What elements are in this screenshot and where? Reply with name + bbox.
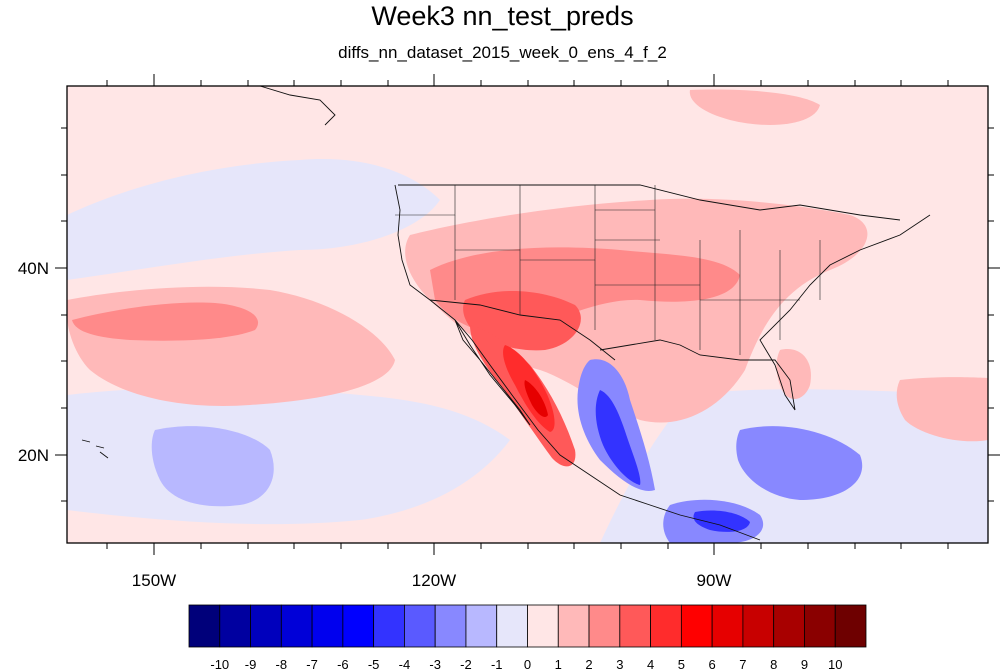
colorbar-swatch: [680, 604, 713, 648]
axis-layer: 150W 120W 90W 40N 20N: [18, 74, 1000, 590]
colorbar-label: 2: [585, 657, 592, 672]
colorbar-label: 8: [770, 657, 777, 672]
colorbar-swatch: [804, 604, 836, 648]
x-tick-label: 150W: [132, 571, 176, 590]
colorbar-label: -10: [210, 657, 229, 672]
x-tick-label: 90W: [697, 571, 732, 590]
colorbar-swatch: [434, 604, 467, 648]
colorbar-label: -8: [276, 657, 288, 672]
colorbar-swatch: [373, 604, 405, 648]
anomaly-region-blue-centralamerica-core: [693, 510, 750, 532]
colorbar-label: 3: [616, 657, 623, 672]
map-fill-layer: [67, 86, 988, 543]
colorbar-swatch: [711, 604, 744, 648]
y-tick-label: 20N: [18, 446, 49, 465]
anomaly-region-pink-northeast: [689, 89, 820, 125]
colorbar-swatch: [557, 604, 590, 648]
colorbar-swatch: [188, 604, 221, 648]
colorbar-label: -9: [245, 657, 257, 672]
anomaly-region-pink-atlantic: [896, 377, 988, 442]
coastlines: [81, 86, 931, 541]
colorbar-label: -3: [429, 657, 441, 672]
colorbar-swatch: [280, 604, 313, 648]
colorbar-swatch: [404, 604, 436, 648]
colorbar-label: 4: [647, 657, 654, 672]
colorbar-label: -5: [368, 657, 380, 672]
us-canada-border: [398, 184, 901, 221]
us-mexico-border: [429, 299, 616, 361]
colorbar-swatch: [773, 604, 805, 648]
baja-peninsula: [454, 319, 531, 426]
colorbar-label: 1: [555, 657, 562, 672]
colorbar-label: 7: [739, 657, 746, 672]
colorbar-swatch: [342, 604, 375, 648]
anomaly-region-blue-mexico-core: [595, 390, 641, 485]
north-america-coastline: [394, 184, 761, 541]
colorbar-label: 0: [524, 657, 531, 672]
colorbar-swatch: [588, 604, 621, 648]
state-borders: [395, 185, 821, 355]
x-tick-label: 120W: [412, 571, 456, 590]
gulf-coastline: [599, 214, 931, 411]
colorbar-label: 10: [828, 657, 842, 672]
colorbar-swatch: [250, 604, 282, 648]
anomaly-region-blue-caribbean: [736, 426, 863, 500]
colorbar-label: -2: [460, 657, 472, 672]
chart-title: Week3 nn_test_preds: [371, 1, 634, 31]
colorbar-label: 6: [709, 657, 716, 672]
colorbar: -10 -9 -8 -7 -6 -5 -4 -3 -2 -1 0 1 2 3 4 5 6 7 8 9 10: [188, 604, 867, 672]
colorbar-label: 5: [678, 657, 685, 672]
colorbar-swatch: [311, 604, 344, 648]
anomaly-region-salmon-pacific: [72, 302, 259, 341]
colorbar-label: -4: [399, 657, 411, 672]
colorbar-swatch: [219, 604, 251, 648]
colorbar-swatch: [496, 604, 528, 648]
anomaly-region-red-maxcore: [524, 380, 548, 417]
anomaly-region-lightblue-nw: [67, 159, 440, 280]
colorbar-label: -1: [491, 657, 503, 672]
colorbar-label: -6: [337, 657, 349, 672]
hawaii-islands: [81, 439, 109, 459]
colorbar-swatch: [742, 604, 775, 648]
y-tick-label: 40N: [18, 259, 49, 278]
colorbar-swatch: [650, 604, 682, 648]
colorbar-label: -7: [306, 657, 318, 672]
colorbar-swatch: [527, 604, 559, 648]
anomaly-region-blue-pacific: [151, 426, 274, 507]
anomaly-region-pink-southeast: [776, 349, 811, 400]
alaska-coast: [259, 86, 336, 126]
colorbar-swatch: [465, 604, 498, 648]
colorbar-swatch: [834, 604, 867, 648]
colorbar-label: 9: [801, 657, 808, 672]
colorbar-swatch: [619, 604, 651, 648]
chart-subtitle: diffs_nn_dataset_2015_week_0_ens_4_f_2: [338, 43, 667, 62]
